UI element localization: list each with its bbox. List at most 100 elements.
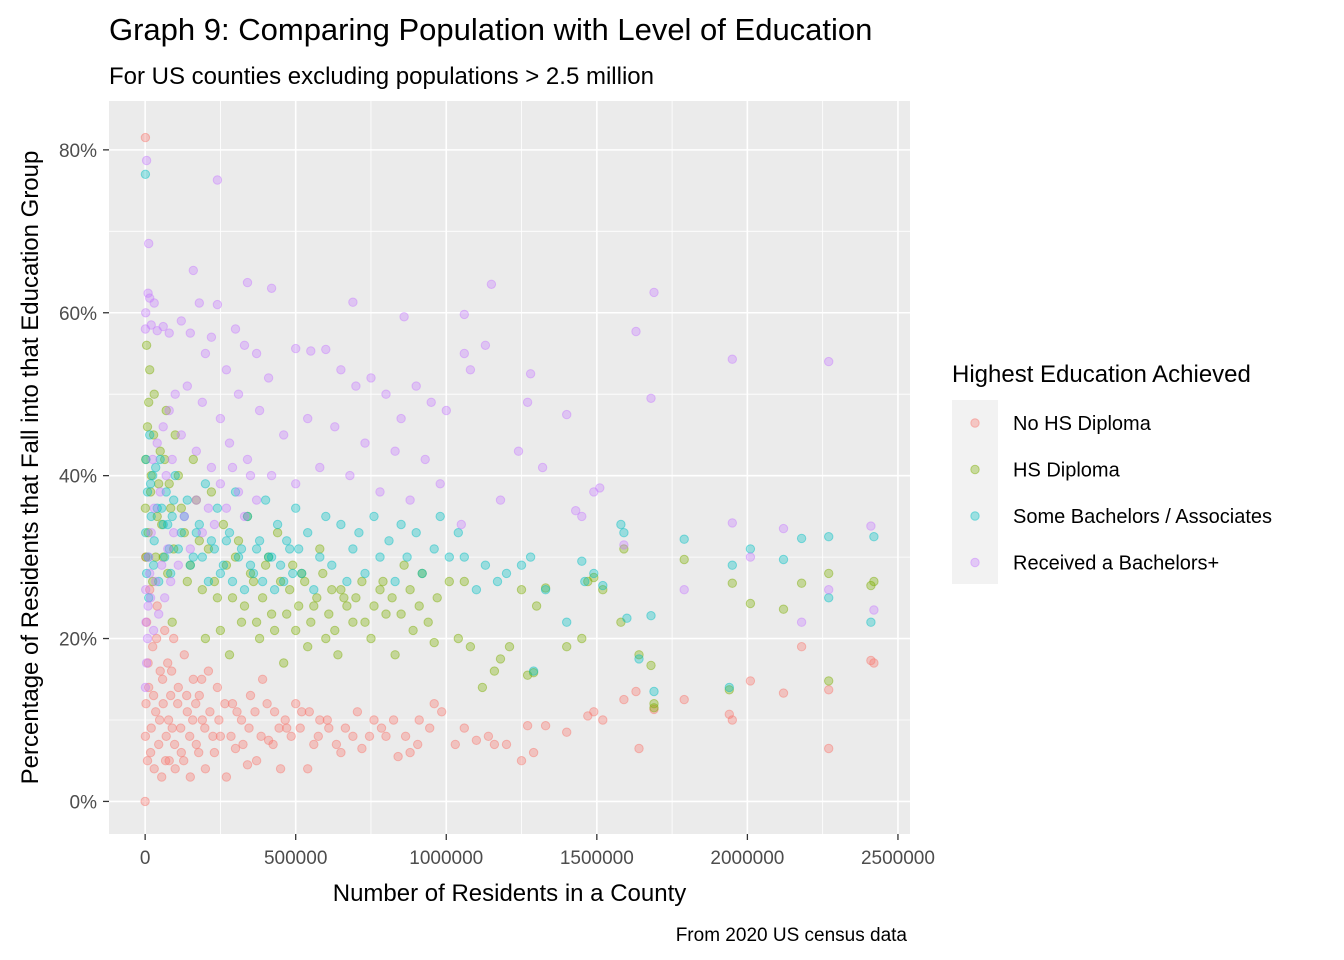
data-point [173,544,184,554]
data-point [176,316,187,326]
data-point [501,568,512,579]
data-point [263,552,274,562]
legend-key-3 [970,557,980,568]
data-point [318,568,328,579]
data-point [504,642,515,652]
x-tick-label: 1000000 [409,848,483,869]
data-point [245,470,256,481]
data-point [351,593,361,603]
legend-label-0: No HS Diploma [1013,413,1152,435]
data-point [145,479,156,489]
data-point [513,446,524,456]
data-point [631,686,641,697]
chart-title: Graph 9: Comparing Population with Level… [109,12,872,47]
data-point [154,715,165,725]
data-point [525,369,536,379]
data-point [194,690,205,701]
data-point [778,688,789,698]
data-point [522,721,533,731]
data-point [414,715,424,725]
data-point [140,132,151,143]
data-point [224,528,235,538]
data-point [426,397,436,407]
data-point [486,279,497,289]
data-point [303,528,313,538]
data-point [151,633,162,644]
data-point [824,743,834,754]
data-point [142,756,153,766]
data-point [146,528,156,538]
data-point [745,544,756,554]
data-point [589,572,599,583]
data-point [465,642,476,652]
data-point [589,568,599,579]
data-point [185,560,196,570]
data-point [309,585,319,595]
data-point [254,536,265,546]
data-point [221,503,232,513]
data-point [140,731,151,741]
data-point [480,340,491,350]
data-point [251,495,262,505]
legend-title: Highest Education Achieved [952,361,1251,388]
legend-label-3: Received a Bachelors+ [1013,553,1219,575]
data-point [221,536,232,546]
data-point [191,446,202,456]
data-point [141,528,151,538]
data-point [232,707,242,717]
data-point [141,617,151,627]
data-point [161,731,171,741]
data-point [435,479,445,489]
data-point [321,633,331,644]
data-point [200,479,211,489]
data-point [824,676,834,686]
data-point [188,715,198,725]
data-point [164,756,174,766]
data-point [274,723,284,733]
data-point [303,764,313,774]
data-point [254,405,265,416]
data-point [212,299,223,310]
data-point [188,265,199,276]
data-point [444,552,454,562]
data-point [188,552,199,562]
data-point [200,633,211,644]
data-point [378,576,388,587]
data-point [164,328,174,338]
data-point [348,544,358,554]
data-point [324,609,334,619]
data-point [148,470,158,481]
data-point [197,715,208,725]
data-point [191,528,202,538]
data-point [459,309,469,320]
data-point [245,690,256,701]
data-point [489,666,500,676]
data-point [158,321,168,332]
data-point [203,666,214,676]
data-point [537,462,548,473]
data-point [366,373,376,383]
data-point [824,532,834,542]
data-point [208,731,218,741]
data-point [745,552,756,562]
data-point [250,707,260,717]
data-point [227,576,238,587]
data-point [288,568,298,579]
data-point [589,707,599,717]
data-point [206,462,217,473]
data-point [141,155,152,166]
data-point [649,699,659,709]
data-point [145,430,155,440]
data-point [212,503,223,513]
data-point [206,332,217,342]
data-point [200,723,210,733]
data-point [340,723,351,733]
data-point [405,747,415,758]
data-point [679,554,689,565]
data-point [352,707,363,717]
data-point [197,674,207,684]
data-point [646,660,656,671]
data-point [227,699,238,709]
data-point [294,601,304,611]
